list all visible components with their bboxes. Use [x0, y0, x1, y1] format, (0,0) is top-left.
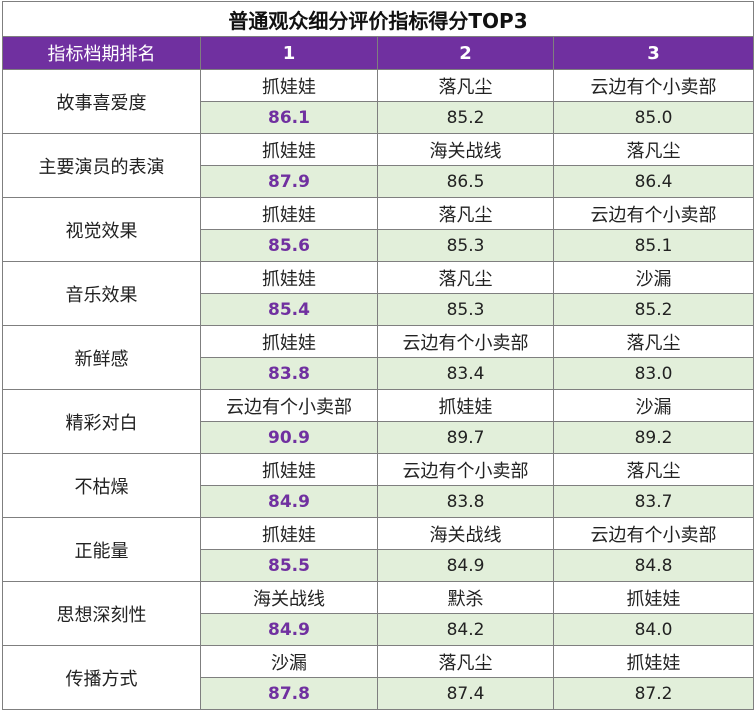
top-score: 83.8 — [200, 357, 378, 390]
score: 85.0 — [552, 101, 755, 134]
rank-2-header: 2 — [377, 36, 554, 70]
score-row: 85.6 85.3 85.1 — [3, 229, 755, 262]
header-label: 指标档期排名 — [2, 36, 201, 70]
top-score: 85.5 — [200, 549, 378, 582]
film-name: 落凡尘 — [552, 325, 755, 358]
film-name: 抓娃娃 — [552, 581, 755, 614]
film-name: 落凡尘 — [552, 133, 755, 166]
film-name: 抓娃娃 — [200, 325, 378, 358]
film-name: 抓娃娃 — [200, 197, 378, 230]
metric-name: 传播方式 — [2, 645, 201, 710]
film-name: 抓娃娃 — [377, 389, 554, 422]
top-score: 85.6 — [200, 229, 378, 262]
score-row: 87.9 86.5 86.4 — [3, 165, 755, 198]
score: 87.2 — [552, 677, 755, 710]
metric-name: 音乐效果 — [2, 261, 201, 326]
metric-name: 精彩对白 — [2, 389, 201, 454]
film-row: 正能量 抓娃娃 海关战线 云边有个小卖部 — [2, 517, 755, 582]
film-row: 音乐效果 抓娃娃 落凡尘 沙漏 — [2, 261, 755, 326]
metric-name: 故事喜爱度 — [2, 69, 201, 134]
film-name: 云边有个小卖部 — [377, 453, 554, 486]
header-row: 指标档期排名 1 2 3 — [2, 36, 755, 70]
rank-3-header: 3 — [552, 36, 755, 70]
film-name: 落凡尘 — [377, 69, 554, 102]
film-name: 抓娃娃 — [200, 133, 378, 166]
score: 89.2 — [552, 421, 755, 454]
score: 85.3 — [377, 229, 554, 262]
film-name: 落凡尘 — [552, 453, 755, 486]
film-row: 传播方式 沙漏 落凡尘 抓娃娃 — [2, 645, 755, 710]
score: 84.2 — [377, 613, 554, 646]
film-name: 抓娃娃 — [552, 645, 755, 678]
score: 83.4 — [377, 357, 554, 390]
score: 89.7 — [377, 421, 554, 454]
film-name: 沙漏 — [200, 645, 378, 678]
score: 83.8 — [377, 485, 554, 518]
top-score: 86.1 — [200, 101, 378, 134]
score: 83.0 — [552, 357, 755, 390]
film-name: 默杀 — [377, 581, 554, 614]
top-score: 87.9 — [200, 165, 378, 198]
score-row: 85.5 84.9 84.8 — [3, 549, 755, 582]
score-row: 84.9 83.8 83.7 — [3, 485, 755, 518]
film-name: 云边有个小卖部 — [377, 325, 554, 358]
table-title: 普通观众细分评价指标得分TOP3 — [1, 1, 755, 37]
film-name: 落凡尘 — [377, 261, 554, 294]
score-row: 86.1 85.2 85.0 — [3, 101, 755, 134]
score: 86.4 — [552, 165, 755, 198]
score-row: 84.9 84.2 84.0 — [3, 613, 755, 646]
metric-name: 主要演员的表演 — [2, 133, 201, 198]
score: 84.0 — [552, 613, 755, 646]
metric-name: 新鲜感 — [2, 325, 201, 390]
metric-name: 不枯燥 — [2, 453, 201, 518]
film-name: 抓娃娃 — [200, 453, 378, 486]
film-name: 抓娃娃 — [200, 261, 378, 294]
score: 84.8 — [552, 549, 755, 582]
top-score: 90.9 — [200, 421, 378, 454]
film-row: 不枯燥 抓娃娃 云边有个小卖部 落凡尘 — [2, 453, 755, 518]
score: 84.9 — [377, 549, 554, 582]
film-name: 云边有个小卖部 — [552, 69, 755, 102]
film-name: 海关战线 — [377, 133, 554, 166]
score-row: 85.4 85.3 85.2 — [3, 293, 755, 326]
score: 85.1 — [552, 229, 755, 262]
score-row: 87.8 87.4 87.2 — [3, 677, 755, 710]
score: 86.5 — [377, 165, 554, 198]
film-name: 云边有个小卖部 — [200, 389, 378, 422]
score: 85.3 — [377, 293, 554, 326]
film-name: 云边有个小卖部 — [552, 197, 755, 230]
score: 87.4 — [377, 677, 554, 710]
score-row: 83.8 83.4 83.0 — [3, 357, 755, 390]
film-name: 落凡尘 — [377, 645, 554, 678]
film-name: 抓娃娃 — [200, 69, 378, 102]
film-row: 思想深刻性 海关战线 默杀 抓娃娃 — [2, 581, 755, 646]
top-score: 85.4 — [200, 293, 378, 326]
score: 83.7 — [552, 485, 755, 518]
film-name: 海关战线 — [200, 581, 378, 614]
film-row: 精彩对白 云边有个小卖部 抓娃娃 沙漏 — [2, 389, 755, 454]
film-name: 沙漏 — [552, 389, 755, 422]
top-score: 87.8 — [200, 677, 378, 710]
metric-name: 视觉效果 — [2, 197, 201, 262]
score: 85.2 — [377, 101, 554, 134]
film-name: 云边有个小卖部 — [552, 517, 755, 550]
film-name: 抓娃娃 — [200, 517, 378, 550]
metric-name: 思想深刻性 — [2, 581, 201, 646]
metric-name: 正能量 — [2, 517, 201, 582]
top-score: 84.9 — [200, 613, 378, 646]
film-name: 海关战线 — [377, 517, 554, 550]
film-row: 新鲜感 抓娃娃 云边有个小卖部 落凡尘 — [2, 325, 755, 390]
score: 85.2 — [552, 293, 755, 326]
top-score: 84.9 — [200, 485, 378, 518]
film-name: 落凡尘 — [377, 197, 554, 230]
film-row: 故事喜爱度 抓娃娃 落凡尘 云边有个小卖部 — [2, 69, 755, 134]
film-row: 视觉效果 抓娃娃 落凡尘 云边有个小卖部 — [2, 197, 755, 262]
film-name: 沙漏 — [552, 261, 755, 294]
rank-1-header: 1 — [200, 36, 378, 70]
title-row: 普通观众细分评价指标得分TOP3 — [1, 1, 755, 37]
film-row: 主要演员的表演 抓娃娃 海关战线 落凡尘 — [2, 133, 755, 198]
